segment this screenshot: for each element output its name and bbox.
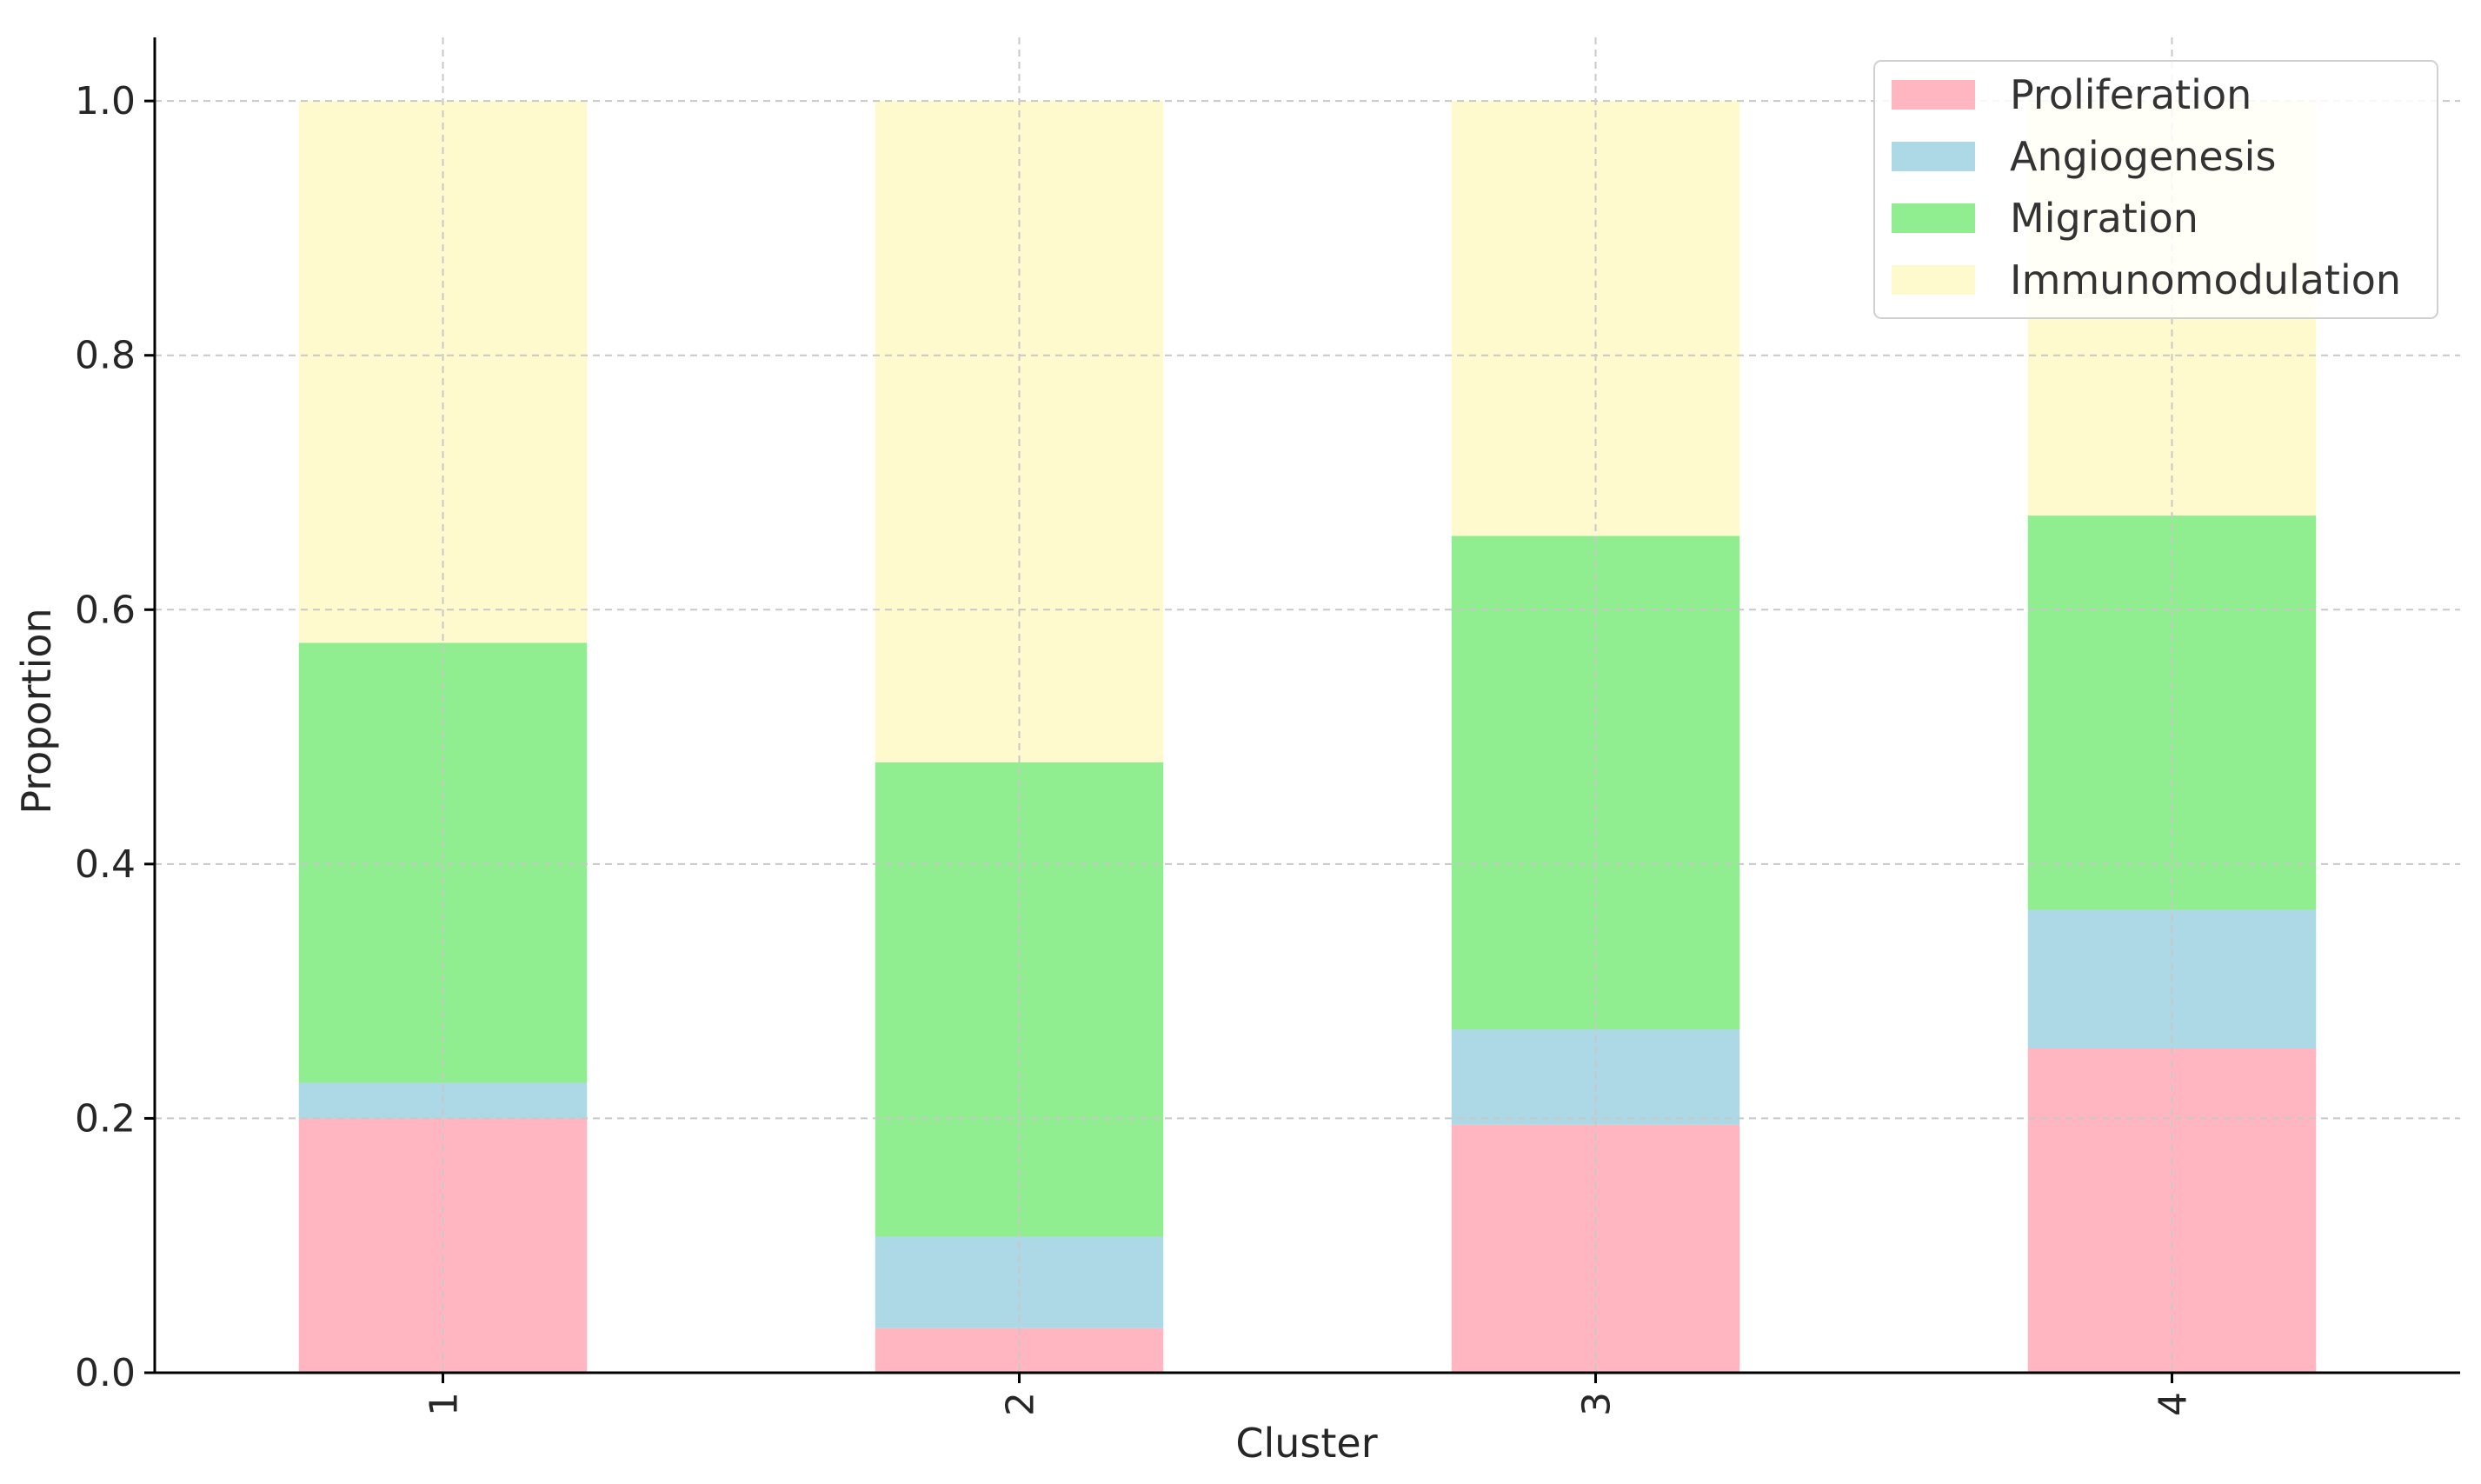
legend-label-migration: Migration <box>2010 195 2198 242</box>
y-axis-label: Proportion <box>13 608 60 814</box>
legend: Proliferation Angiogenesis Migration Immuno… <box>1873 60 2438 319</box>
x-tick-label: 1 <box>422 1392 467 1416</box>
legend-swatch-proliferation <box>1892 80 1975 110</box>
ticks-layer: 0.0 0.2 0.4 0.6 0.8 1.0 1 2 3 4 <box>75 79 2195 1416</box>
x-axis-label: Cluster <box>1235 1420 1377 1467</box>
y-tick-label: 1.0 <box>75 79 136 123</box>
legend-swatch-immunomodulation <box>1892 265 1975 295</box>
legend-label-immunomodulation: Immunomodulation <box>2010 256 2401 303</box>
x-tick-label: 3 <box>1575 1392 1620 1416</box>
legend-swatch-angiogenesis <box>1892 142 1975 171</box>
bar-migration-cluster-1 <box>298 642 588 1083</box>
y-tick-label: 0.4 <box>75 842 136 887</box>
y-tick-label: 0.6 <box>75 588 136 632</box>
axes-layer <box>153 37 2460 1374</box>
y-tick-label: 0.0 <box>75 1351 136 1395</box>
legend-label-angiogenesis: Angiogenesis <box>2010 133 2276 180</box>
y-tick-label: 0.8 <box>75 334 136 378</box>
x-tick-label: 4 <box>2152 1392 2196 1416</box>
x-tick-label: 2 <box>999 1392 1043 1416</box>
y-tick-label: 0.2 <box>75 1096 136 1141</box>
legend-frame <box>1873 60 2438 319</box>
legend-label-proliferation: Proliferation <box>2010 71 2252 118</box>
legend-swatch-migration <box>1892 203 1975 233</box>
